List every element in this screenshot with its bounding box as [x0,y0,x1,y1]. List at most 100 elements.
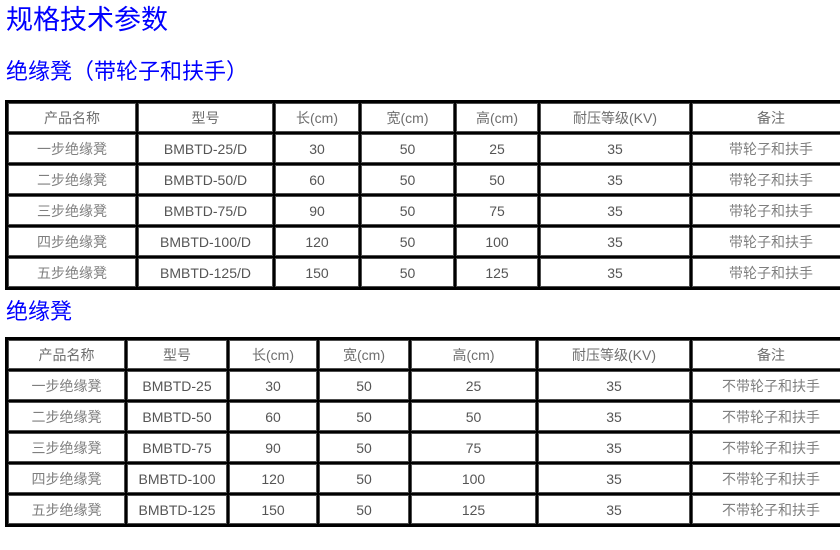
table-row: 三步绝缘凳 BMBTD-75/D 90 50 75 35 带轮子和扶手 [8,196,840,225]
width-cell: 50 [361,227,454,256]
width-cell: 50 [319,464,409,493]
remark-cell: 不带轮子和扶手 [692,371,840,400]
height-cell: 100 [411,464,536,493]
model-cell: BMBTD-125/D [138,258,273,287]
width-cell: 50 [361,134,454,163]
model-cell: BMBTD-100/D [138,227,273,256]
table-row: 四步绝缘凳 BMBTD-100/D 120 50 100 35 带轮子和扶手 [8,227,840,256]
model-cell: BMBTD-100 [127,464,227,493]
width-cell: 50 [361,258,454,287]
header-length: 长(cm) [229,340,317,369]
product-name-cell: 五步绝缘凳 [8,258,136,287]
remark-cell: 不带轮子和扶手 [692,402,840,431]
voltage-cell: 35 [538,371,690,400]
height-cell: 75 [456,196,538,225]
remark-cell: 带轮子和扶手 [692,196,840,225]
header-voltage-rating: 耐压等级(KV) [538,340,690,369]
voltage-cell: 35 [538,433,690,462]
header-height: 高(cm) [411,340,536,369]
header-remark: 备注 [692,340,840,369]
remark-cell: 带轮子和扶手 [692,165,840,194]
voltage-cell: 35 [540,196,690,225]
header-width: 宽(cm) [319,340,409,369]
remark-cell: 带轮子和扶手 [692,134,840,163]
height-cell: 100 [456,227,538,256]
voltage-cell: 35 [540,227,690,256]
length-cell: 30 [229,371,317,400]
width-cell: 50 [319,402,409,431]
table-row: 五步绝缘凳 BMBTD-125 150 50 125 35 不带轮子和扶手 [8,495,840,524]
height-cell: 25 [456,134,538,163]
table-row: 二步绝缘凳 BMBTD-50 60 50 50 35 不带轮子和扶手 [8,402,840,431]
product-name-cell: 四步绝缘凳 [8,227,136,256]
length-cell: 120 [229,464,317,493]
voltage-cell: 35 [540,165,690,194]
voltage-cell: 35 [540,134,690,163]
height-cell: 125 [411,495,536,524]
length-cell: 60 [275,165,359,194]
model-cell: BMBTD-25/D [138,134,273,163]
table-row: 五步绝缘凳 BMBTD-125/D 150 50 125 35 带轮子和扶手 [8,258,840,287]
voltage-cell: 35 [538,464,690,493]
width-cell: 50 [361,196,454,225]
voltage-cell: 35 [540,258,690,287]
table-row: 一步绝缘凳 BMBTD-25 30 50 25 35 不带轮子和扶手 [8,371,840,400]
height-cell: 50 [411,402,536,431]
remark-cell: 带轮子和扶手 [692,258,840,287]
length-cell: 90 [229,433,317,462]
product-name-cell: 三步绝缘凳 [8,433,125,462]
header-product-name: 产品名称 [8,103,136,132]
voltage-cell: 35 [538,402,690,431]
model-cell: BMBTD-50/D [138,165,273,194]
header-model: 型号 [138,103,273,132]
length-cell: 150 [229,495,317,524]
spec-table-without-wheels: 产品名称 型号 长(cm) 宽(cm) 高(cm) 耐压等级(KV) 备注 一步… [5,337,840,527]
spec-table-with-wheels: 产品名称 型号 长(cm) 宽(cm) 高(cm) 耐压等级(KV) 备注 一步… [5,100,840,290]
product-name-cell: 三步绝缘凳 [8,196,136,225]
length-cell: 120 [275,227,359,256]
height-cell: 50 [456,165,538,194]
model-cell: BMBTD-50 [127,402,227,431]
header-remark: 备注 [692,103,840,132]
length-cell: 90 [275,196,359,225]
table-row: 二步绝缘凳 BMBTD-50/D 60 50 50 35 带轮子和扶手 [8,165,840,194]
header-voltage-rating: 耐压等级(KV) [540,103,690,132]
section-heading-with-wheels: 绝缘凳（带轮子和扶手） [6,59,249,84]
product-name-cell: 五步绝缘凳 [8,495,125,524]
height-cell: 125 [456,258,538,287]
header-row: 产品名称 型号 长(cm) 宽(cm) 高(cm) 耐压等级(KV) 备注 [8,340,840,369]
product-name-cell: 一步绝缘凳 [8,371,125,400]
header-model: 型号 [127,340,227,369]
product-name-cell: 一步绝缘凳 [8,134,136,163]
remark-cell: 不带轮子和扶手 [692,495,840,524]
length-cell: 150 [275,258,359,287]
table-row: 一步绝缘凳 BMBTD-25/D 30 50 25 35 带轮子和扶手 [8,134,840,163]
header-row: 产品名称 型号 长(cm) 宽(cm) 高(cm) 耐压等级(KV) 备注 [8,103,840,132]
header-length: 长(cm) [275,103,359,132]
table-row: 四步绝缘凳 BMBTD-100 120 50 100 35 不带轮子和扶手 [8,464,840,493]
header-height: 高(cm) [456,103,538,132]
section-heading-plain: 绝缘凳 [6,299,73,324]
width-cell: 50 [319,495,409,524]
remark-cell: 不带轮子和扶手 [692,464,840,493]
width-cell: 50 [319,371,409,400]
height-cell: 25 [411,371,536,400]
product-name-cell: 二步绝缘凳 [8,402,125,431]
remark-cell: 不带轮子和扶手 [692,433,840,462]
product-name-cell: 二步绝缘凳 [8,165,136,194]
model-cell: BMBTD-75/D [138,196,273,225]
length-cell: 30 [275,134,359,163]
page-title: 规格技术参数 [6,5,168,35]
length-cell: 60 [229,402,317,431]
table-row: 三步绝缘凳 BMBTD-75 90 50 75 35 不带轮子和扶手 [8,433,840,462]
width-cell: 50 [319,433,409,462]
width-cell: 50 [361,165,454,194]
voltage-cell: 35 [538,495,690,524]
model-cell: BMBTD-75 [127,433,227,462]
remark-cell: 带轮子和扶手 [692,227,840,256]
header-product-name: 产品名称 [8,340,125,369]
product-name-cell: 四步绝缘凳 [8,464,125,493]
model-cell: BMBTD-25 [127,371,227,400]
model-cell: BMBTD-125 [127,495,227,524]
header-width: 宽(cm) [361,103,454,132]
